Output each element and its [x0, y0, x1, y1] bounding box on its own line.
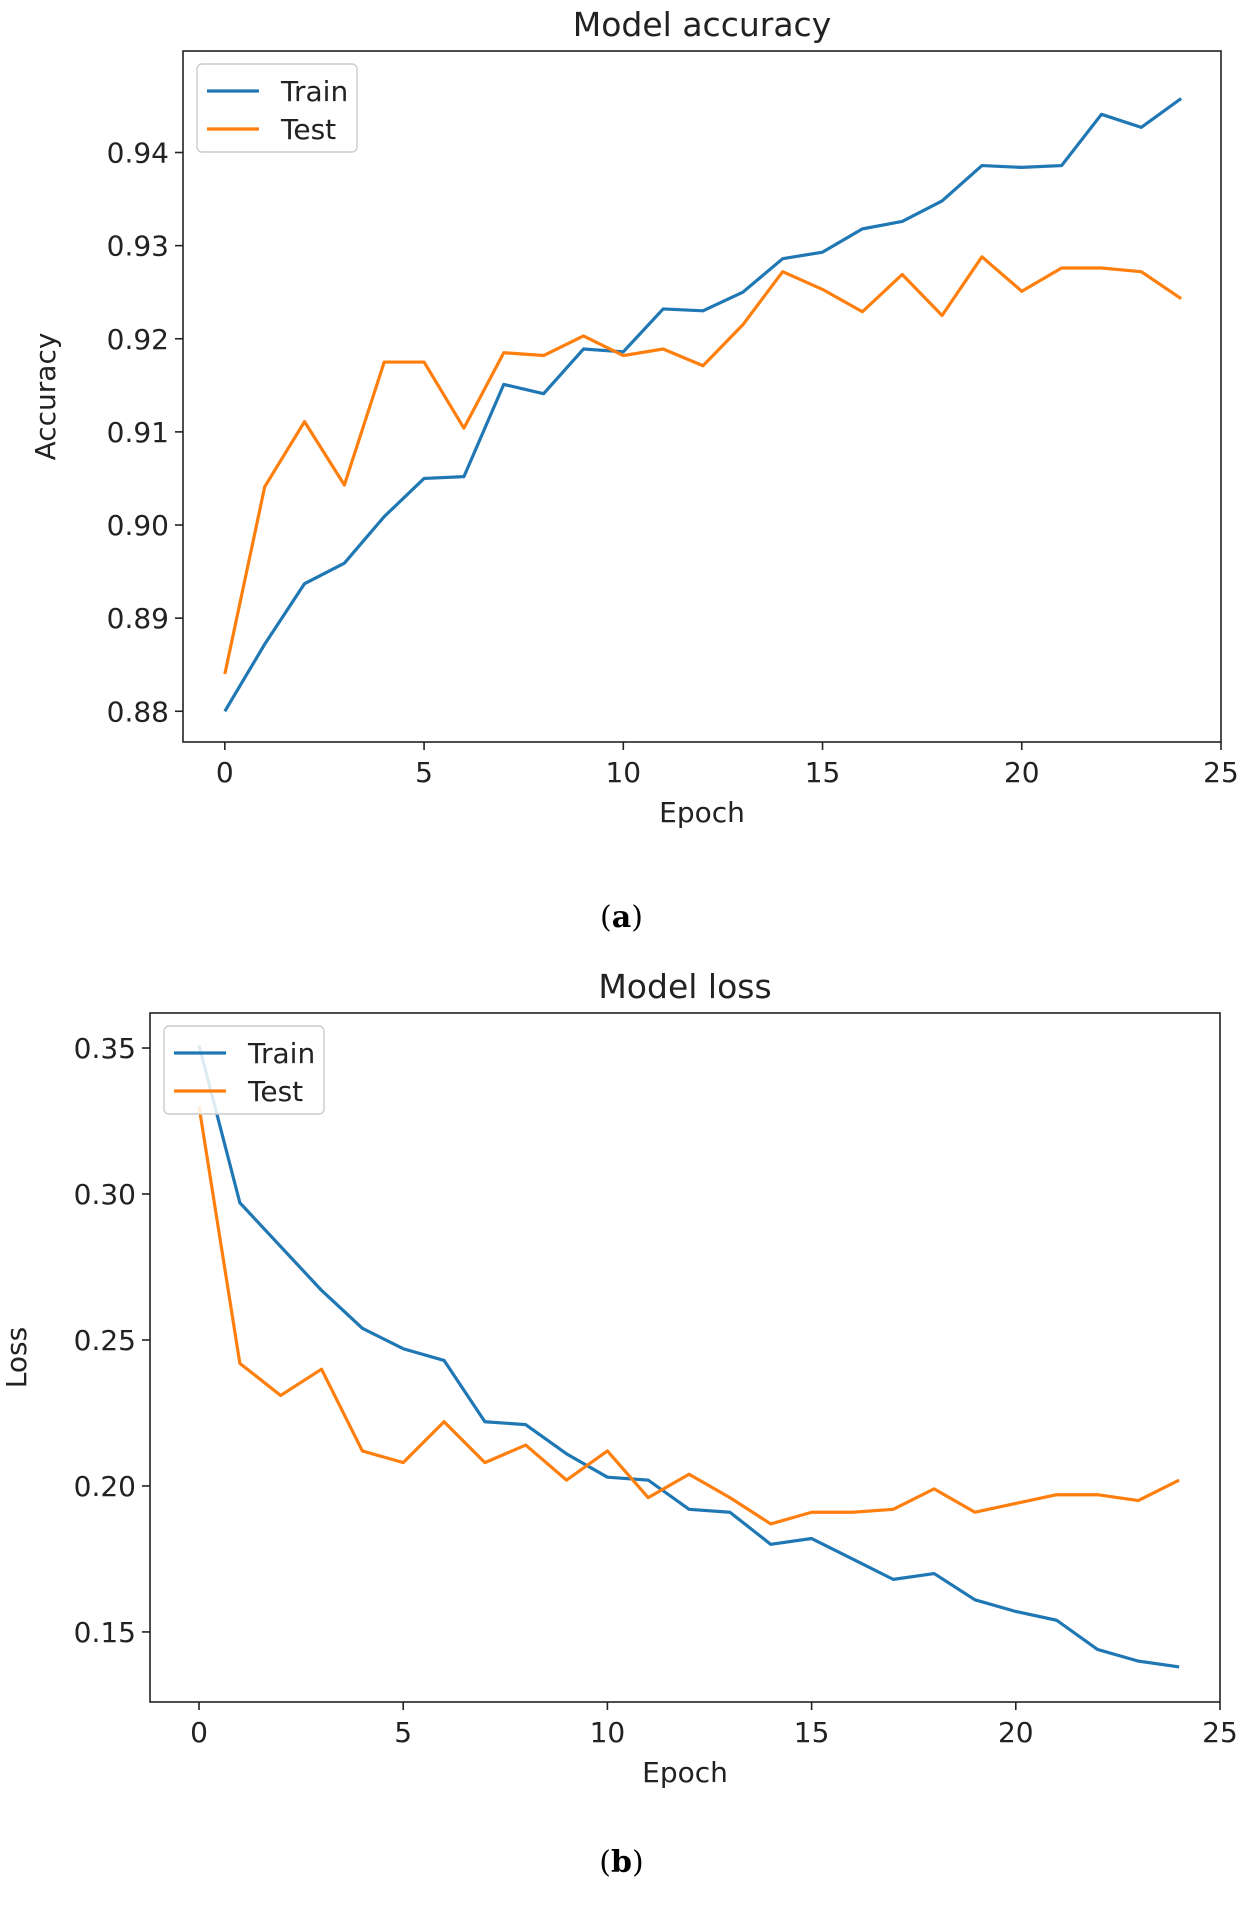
- y-tick-label: 0.90: [107, 509, 169, 542]
- y-tick-label: 0.91: [107, 416, 169, 449]
- series-line-train: [223, 97, 1183, 713]
- y-tick-label: 0.92: [107, 323, 169, 356]
- plot-frame: [182, 50, 1222, 743]
- x-tick-label: 10: [590, 1716, 626, 1749]
- legend: Train Test: [163, 1025, 325, 1115]
- x-tick-label: 10: [605, 756, 641, 789]
- x-axis-label: Epoch: [642, 1756, 728, 1789]
- series-line-test: [197, 1106, 1180, 1526]
- loss-chart: Model loss 0 5 10 15 20 25 0.15 0.20 0.25 0.30 0.35…: [0, 967, 1238, 1789]
- y-tick-label: 0.88: [107, 695, 169, 728]
- chart-panel-a: Model accuracy 0 5 10 15 20 25 0.88 0.89 0.90 0.91…: [29, 5, 1239, 935]
- y-tick-label: 0.93: [107, 230, 169, 263]
- accuracy-chart: Model accuracy 0 5 10 15 20 25 0.88 0.89 0.90 0.91…: [29, 5, 1239, 829]
- y-tick-label: 0.35: [74, 1032, 136, 1065]
- y-axis-label: Accuracy: [29, 333, 62, 461]
- y-tick-label: 0.25: [74, 1324, 136, 1357]
- chart-title: Model loss: [598, 967, 771, 1006]
- legend-label-test: Test: [280, 113, 336, 146]
- x-tick-label: 5: [394, 1716, 412, 1749]
- caption-a: (a): [600, 900, 643, 935]
- x-tick-label: 15: [805, 756, 841, 789]
- y-tick-label: 0.15: [74, 1616, 136, 1649]
- x-tick-label: 0: [216, 756, 234, 789]
- y-axis-label: Loss: [0, 1327, 33, 1388]
- x-tick-label: 25: [1202, 1716, 1238, 1749]
- x-tick-label: 0: [190, 1716, 208, 1749]
- y-tick-label: 0.89: [107, 602, 169, 635]
- legend-label-test: Test: [247, 1075, 303, 1108]
- legend: Train Test: [196, 63, 358, 153]
- x-tick-label: 20: [998, 1716, 1034, 1749]
- x-tick-label: 15: [794, 1716, 830, 1749]
- legend-label-train: Train: [280, 75, 348, 108]
- caption-b: (b): [599, 1845, 644, 1880]
- chart-panel-b: Model loss 0 5 10 15 20 25 0.15 0.20 0.25 0.30 0.35…: [0, 965, 1243, 1906]
- plot-frame: [149, 1012, 1221, 1703]
- x-tick-label: 25: [1203, 756, 1239, 789]
- chart-title: Model accuracy: [573, 5, 831, 44]
- legend-label-train: Train: [247, 1037, 315, 1070]
- y-tick-label: 0.30: [74, 1178, 136, 1211]
- series-line-test: [223, 255, 1183, 675]
- x-tick-label: 5: [415, 756, 433, 789]
- series-line-train: [197, 1044, 1180, 1669]
- y-tick-label: 0.20: [74, 1470, 136, 1503]
- x-tick-label: 20: [1004, 756, 1040, 789]
- x-axis-label: Epoch: [659, 796, 745, 829]
- y-tick-label: 0.94: [107, 137, 169, 170]
